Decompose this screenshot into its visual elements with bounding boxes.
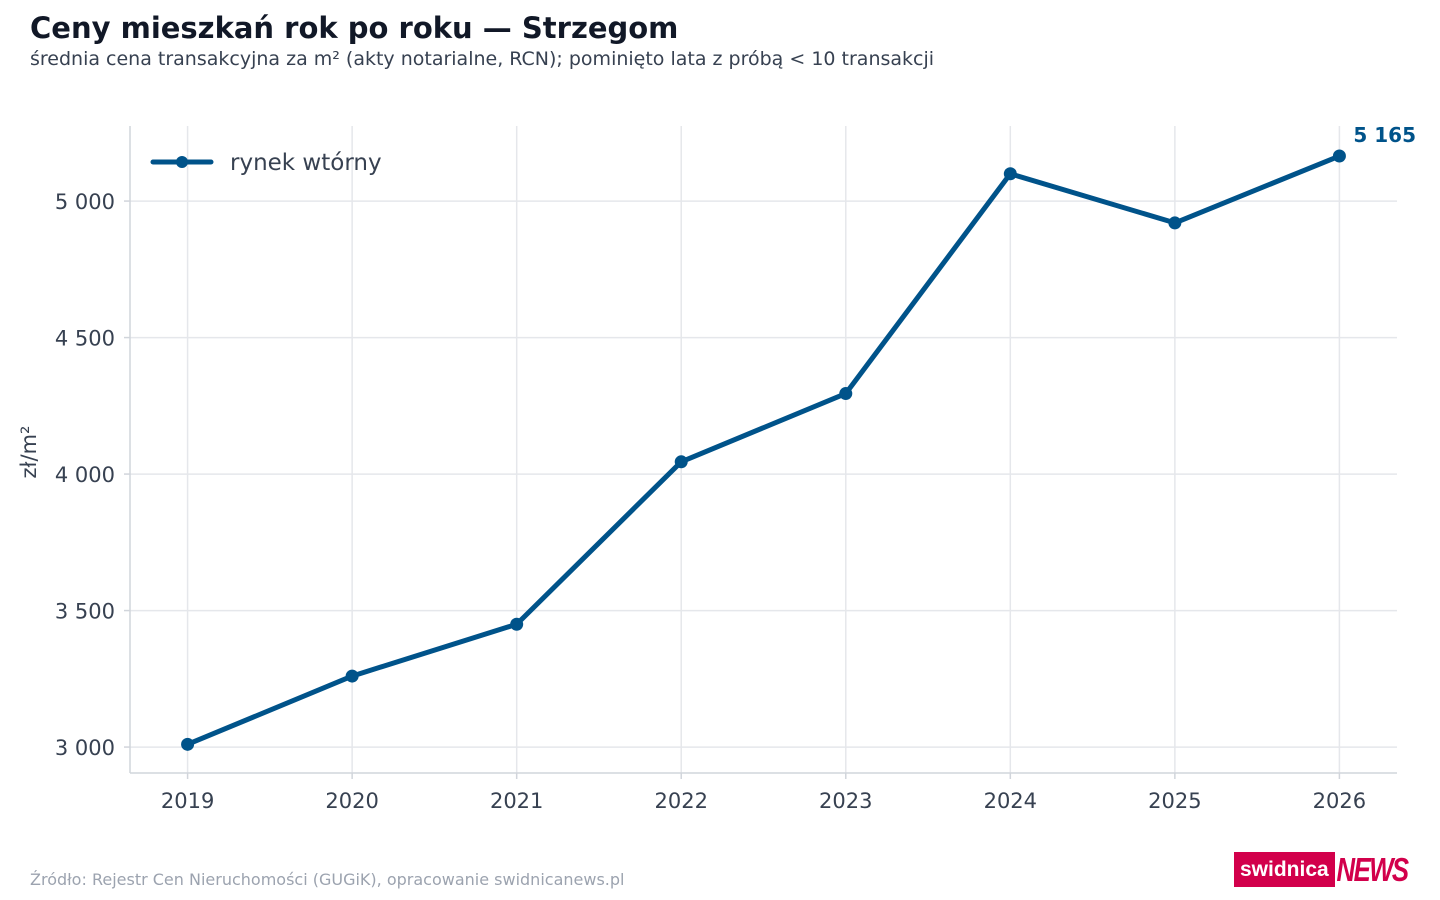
data-point [181,737,195,751]
y-tick-label: 3 000 [55,736,115,760]
logo-part-news: NEWS [1336,850,1409,888]
x-tick-label: 2023 [819,789,872,813]
x-tick-label: 2026 [1313,789,1366,813]
x-tick-label: 2019 [161,789,214,813]
chart-subtitle: średnia cena transakcyjna za m² (akty no… [30,48,935,70]
data-point [1168,216,1182,230]
y-tick-label: 4 000 [55,463,115,487]
end-value-label: 5 165 [1353,123,1416,147]
y-tick-label: 5 000 [55,190,115,214]
axes [129,126,1397,774]
data-point [839,387,853,401]
data-point [1332,149,1346,163]
gridlines [130,126,1397,773]
x-tick-label: 2024 [984,789,1037,813]
x-axis-ticks: 2019 2020 2021 2022 2023 2024 2025 2026 [161,773,1366,813]
data-point [1003,167,1017,181]
data-point [345,669,359,683]
series-layer [181,149,1346,751]
chart-title: Ceny mieszkań rok po roku — Strzegom [30,11,679,45]
legend-label: rynek wtórny [230,150,382,176]
data-point [510,617,524,631]
x-tick-label: 2020 [325,789,378,813]
y-axis-ticks: 3 000 3 500 4 000 4 500 5 000 [55,190,130,760]
legend: rynek wtórny [150,150,382,176]
data-point [674,455,688,469]
x-tick-label: 2025 [1148,789,1201,813]
publisher-logo: swidnica NEWS [1234,850,1428,888]
y-axis-label: zł/m² [17,426,41,479]
x-tick-label: 2022 [655,789,708,813]
source-note: Źródło: Rejestr Cen Nieruchomości (GUGiK… [30,870,625,889]
logo-part-swidnica: swidnica [1234,852,1335,887]
y-tick-label: 3 500 [55,600,115,624]
series-line-rynek-wtorny [185,153,1342,747]
legend-marker [176,156,188,168]
y-tick-label: 4 500 [55,327,115,351]
x-tick-label: 2021 [490,789,543,813]
